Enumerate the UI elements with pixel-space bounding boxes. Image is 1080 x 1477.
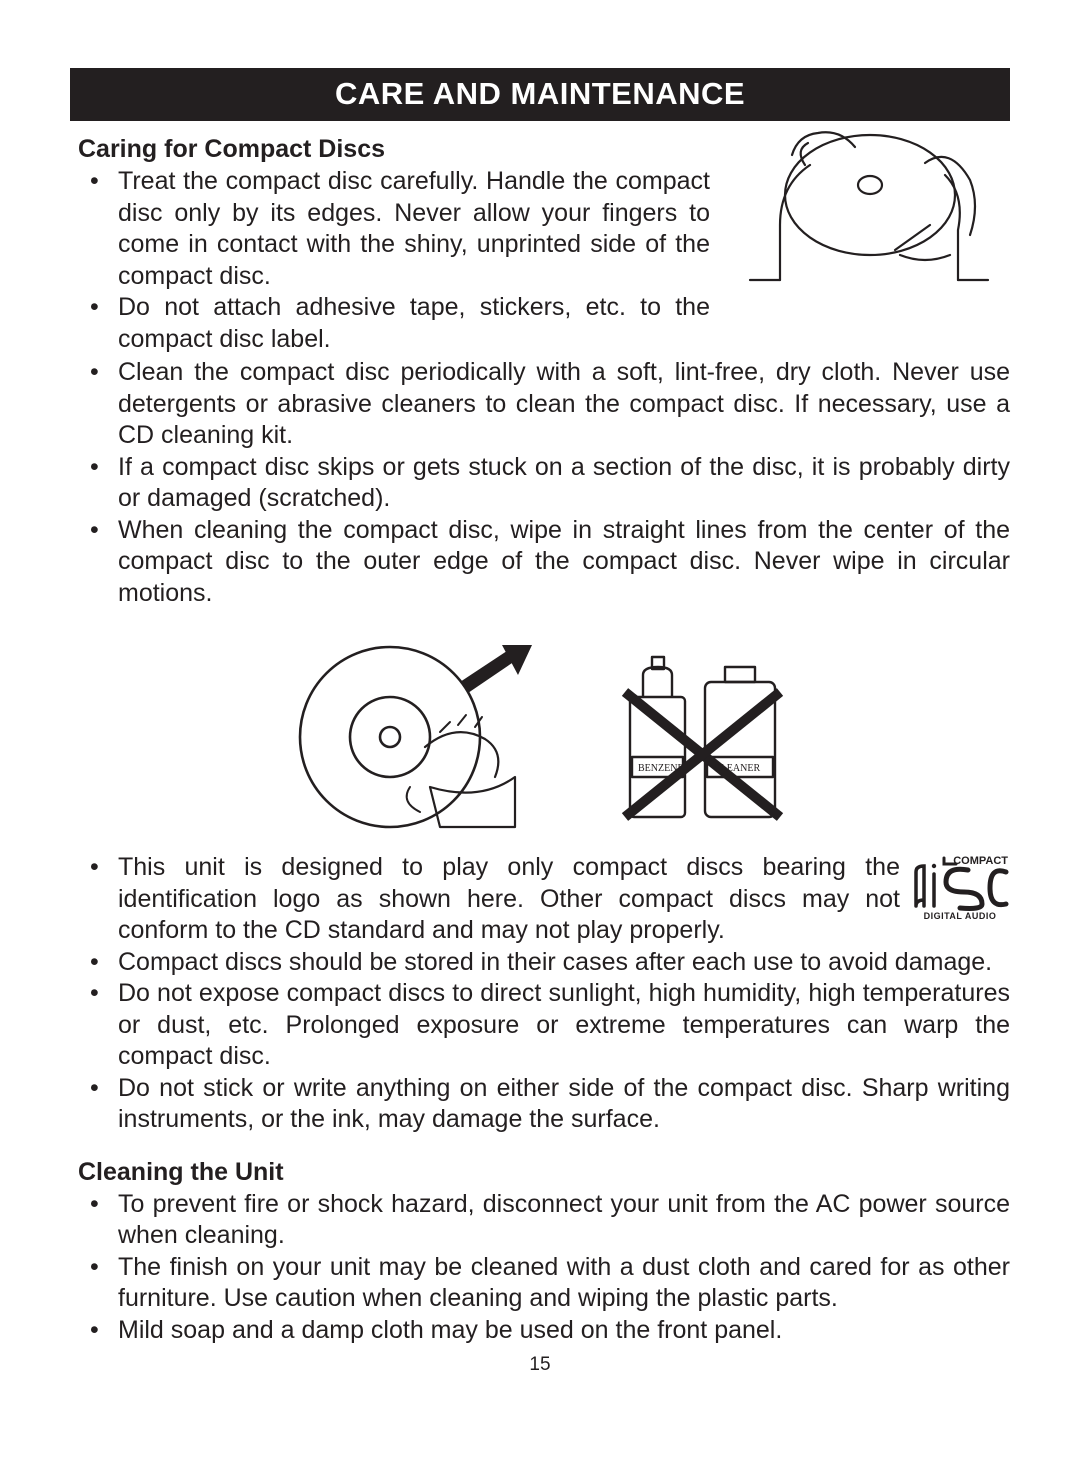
list-item: This unit is designed to play only compa… (78, 852, 1010, 947)
list-item: Compact discs should be stored in their … (78, 947, 1010, 979)
cleaner-label: CLEANER (714, 763, 760, 774)
section2-heading: Cleaning the Unit (78, 1158, 1010, 1187)
list-item: Mild soap and a damp cloth may be used o… (78, 1315, 1010, 1347)
list-item: Do not attach adhesive tape, stickers, e… (78, 292, 1010, 355)
section1-bullets-after-fig: This unit is designed to play only compa… (70, 852, 1010, 1136)
list-item: Do not expose compact discs to direct su… (78, 978, 1010, 1073)
page-number: 15 (70, 1354, 1010, 1376)
list-item: If a compact disc skips or gets stuck on… (78, 452, 1010, 515)
list-item: When cleaning the compact disc, wipe in … (78, 515, 1010, 610)
benzene-label: BENZENE (638, 763, 684, 774)
list-item: To prevent fire or shock hazard, disconn… (78, 1189, 1010, 1252)
section1-bullets-full: Clean the compact disc periodically with… (70, 357, 1010, 609)
section2-bullets: To prevent fire or shock hazard, disconn… (70, 1189, 1010, 1347)
section1-bullets-top: Treat the compact disc carefully. Handle… (70, 166, 1010, 355)
wipe-and-bottles-figure: BENZENE CLEANER (70, 627, 1010, 842)
list-item: Clean the compact disc periodically with… (78, 357, 1010, 452)
list-item: The finish on your unit may be cleaned w… (78, 1252, 1010, 1315)
list-item: Do not stick or write anything on either… (78, 1073, 1010, 1136)
list-item: Treat the compact disc carefully. Handle… (78, 166, 1010, 292)
page-banner: CARE AND MAINTENANCE (70, 68, 1010, 121)
